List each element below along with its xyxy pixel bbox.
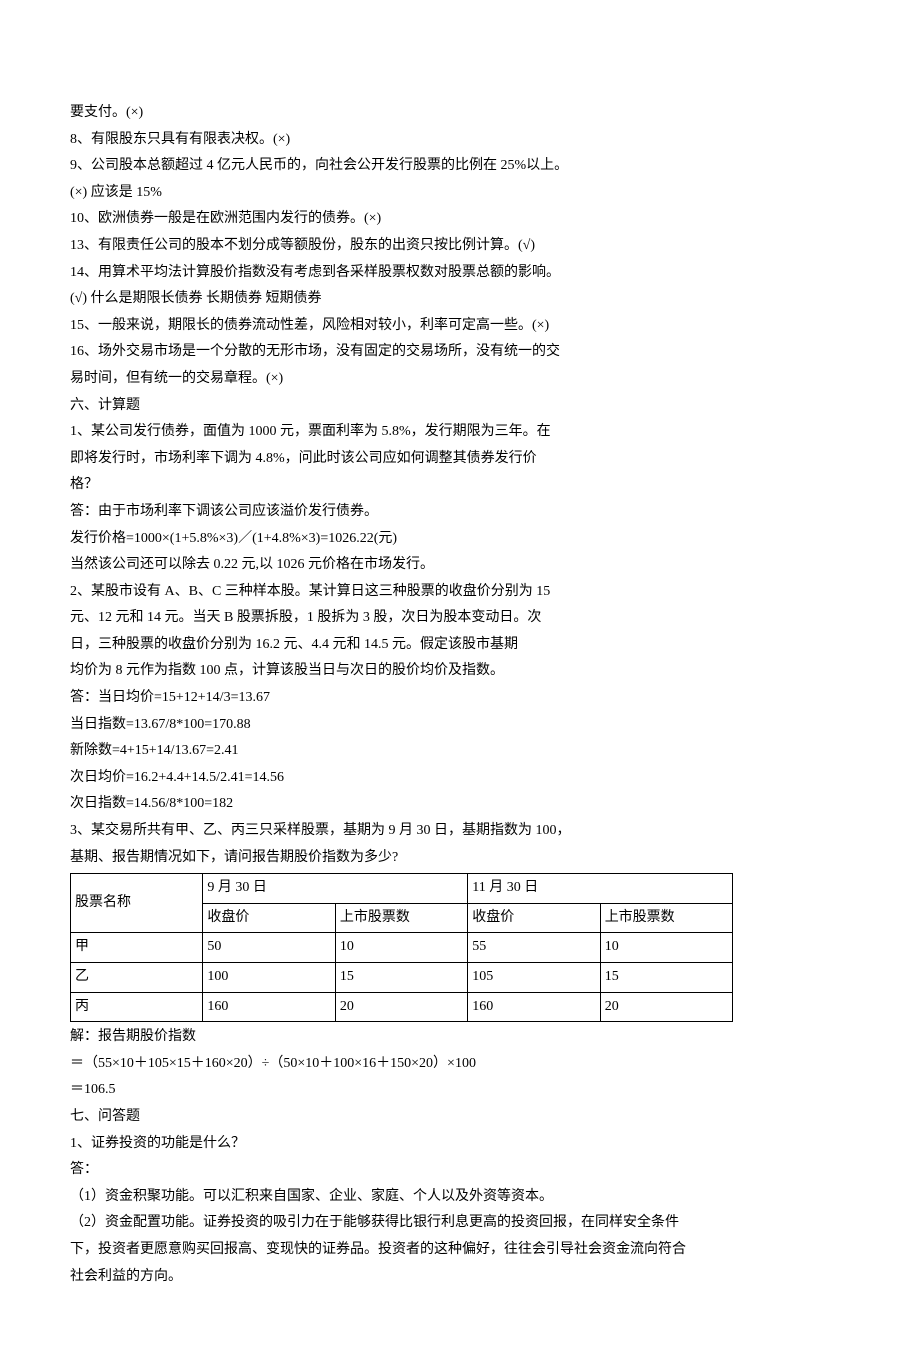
table-row: 股票名称 9 月 30 日 11 月 30 日 [71,874,850,904]
body-line: (×) 应该是 15% [70,180,850,207]
body-line: 下，投资者更愿意购买回报高、变现快的证券品。投资者的这种偏好，往往会引导社会资金… [70,1237,850,1264]
table-cell: 20 [335,992,467,1022]
body-line: 2、某股市设有 A、B、C 三种样本股。某计算日这三种股票的收盘价分别为 15 [70,579,850,606]
section-heading: 六、计算题 [70,393,850,420]
body-line: （1）资金积聚功能。可以汇积来自国家、企业、家庭、个人以及外资等资本。 [70,1184,850,1211]
table-cell: 乙 [71,963,203,993]
body-line: ＝（55×10＋105×15＋160×20）÷（50×10＋100×16＋150… [70,1051,850,1078]
table-header-cell: 9 月 30 日 [203,874,468,904]
table-header-cell: 11 月 30 日 [468,874,733,904]
table-cell: 10 [600,933,732,963]
body-line: 易时间，但有统一的交易章程。(×) [70,366,850,393]
body-line: 即将发行时，市场利率下调为 4.8%，问此时该公司应如何调整其债券发行价 [70,446,850,473]
body-line: 要支付。(×) [70,100,850,127]
section-heading: 七、问答题 [70,1104,850,1131]
body-line: 社会利益的方向。 [70,1264,850,1291]
body-line: 答：由于市场利率下调该公司应该溢价发行债券。 [70,499,850,526]
body-line: 14、用算术平均法计算股价指数没有考虑到各采样股票权数对股票总额的影响。 [70,260,850,287]
body-line: 16、场外交易市场是一个分散的无形市场，没有固定的交易场所，没有统一的交 [70,339,850,366]
table-cell: 50 [203,933,335,963]
body-line: 次日指数=14.56/8*100=182 [70,791,850,818]
table-subheader-cell: 收盘价 [468,903,600,933]
body-line: 15、一般来说，期限长的债券流动性差，风险相对较小，利率可定高一些。(×) [70,313,850,340]
body-line: 解：报告期股价指数 [70,1024,850,1051]
table-row: 甲 50 10 55 10 [71,933,850,963]
stock-table: 股票名称 9 月 30 日 11 月 30 日 收盘价 上市股票数 收盘价 上市… [70,873,850,1022]
body-line: 答：当日均价=15+12+14/3=13.67 [70,685,850,712]
col [733,874,850,1022]
body-line: 10、欧洲债券一般是在欧洲范围内发行的债券。(×) [70,206,850,233]
table-cell: 105 [468,963,600,993]
table-cell: 甲 [71,933,203,963]
table-subheader-cell: 上市股票数 [335,903,467,933]
table-row: 丙 160 20 160 20 [71,992,850,1022]
table-cell: 55 [468,933,600,963]
body-line: ＝106.5 [70,1077,850,1104]
body-line: 13、有限责任公司的股本不划分成等额股份，股东的出资只按比例计算。(√) [70,233,850,260]
body-line: (√) 什么是期限长债券 长期债券 短期债券 [70,286,850,313]
body-line: 9、公司股本总额超过 4 亿元人民币的，向社会公开发行股票的比例在 25%以上。 [70,153,850,180]
body-line: 3、某交易所共有甲、乙、丙三只采样股票，基期为 9 月 30 日，基期指数为 1… [70,818,850,845]
table-cell: 20 [600,992,732,1022]
table-header-cell: 股票名称 [71,874,203,933]
body-line: 格？ [70,472,850,499]
body-line: 元、12 元和 14 元。当天 B 股票拆股，1 股拆为 3 股，次日为股本变动… [70,605,850,632]
table-cell: 15 [600,963,732,993]
table-subheader-cell: 上市股票数 [600,903,732,933]
body-line: 日，三种股票的收盘价分别为 16.2 元、4.4 元和 14.5 元。假定该股市… [70,632,850,659]
body-line: 次日均价=16.2+4.4+14.5/2.41=14.56 [70,765,850,792]
body-line: 当然该公司还可以除去 0.22 元,以 1026 元价格在市场发行。 [70,552,850,579]
table-subheader-cell: 收盘价 [203,903,335,933]
body-line: 当日指数=13.67/8*100=170.88 [70,712,850,739]
body-line: 8、有限股东只具有有限表决权。(×) [70,127,850,154]
table-row: 乙 100 15 105 15 [71,963,850,993]
table-cell: 15 [335,963,467,993]
table-cell: 丙 [71,992,203,1022]
table-cell: 100 [203,963,335,993]
page: 要支付。(×) 8、有限股东只具有有限表决权。(×) 9、公司股本总额超过 4 … [0,0,920,1350]
body-line: 基期、报告期情况如下，请问报告期股价指数为多少? [70,845,850,872]
body-line: 发行价格=1000×(1+5.8%×3)／(1+4.8%×3)=1026.22(… [70,526,850,553]
body-line: （2）资金配置功能。证券投资的吸引力在于能够获得比银行利息更高的投资回报，在同样… [70,1210,850,1237]
body-line: 均价为 8 元作为指数 100 点，计算该股当日与次日的股价均价及指数。 [70,658,850,685]
body-line: 1、某公司发行债券，面值为 1000 元，票面利率为 5.8%，发行期限为三年。… [70,419,850,446]
table-cell: 10 [335,933,467,963]
table-cell: 160 [468,992,600,1022]
table-cell: 160 [203,992,335,1022]
body-line: 新除数=4+15+14/13.67=2.41 [70,738,850,765]
body-line: 答： [70,1157,850,1184]
body-line: 1、证券投资的功能是什么？ [70,1131,850,1158]
